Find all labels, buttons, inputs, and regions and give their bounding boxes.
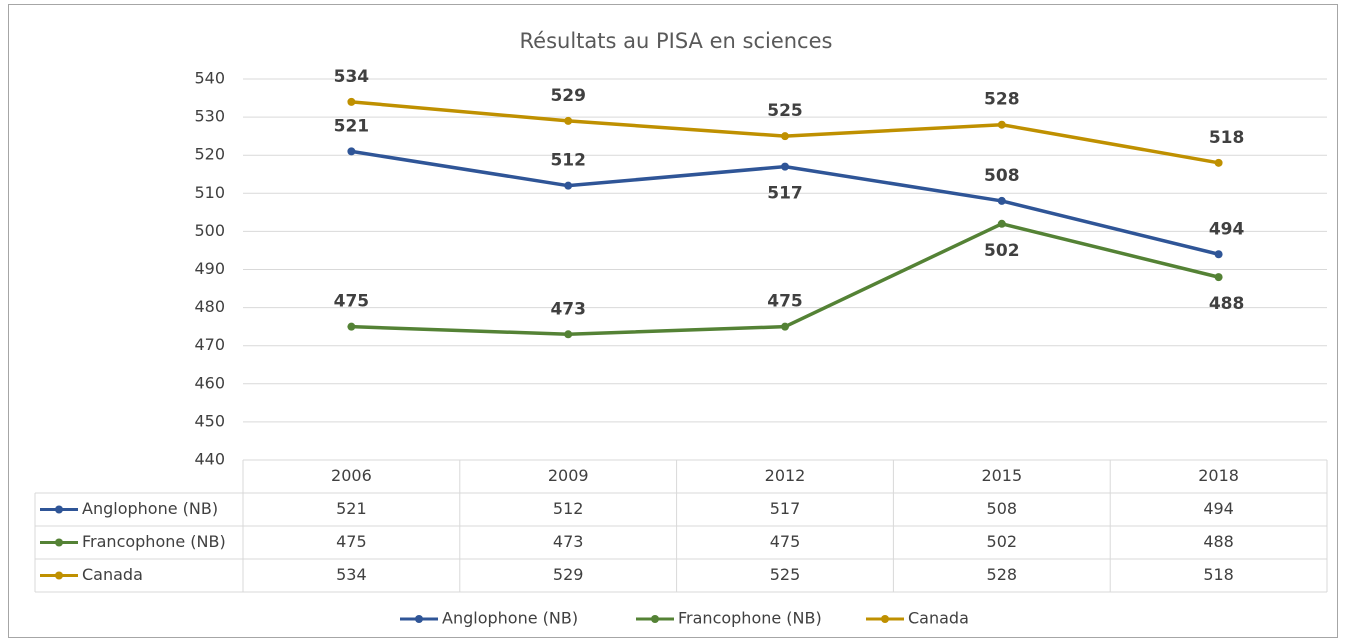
table-cell: 473 bbox=[553, 532, 584, 551]
table-cell: 528 bbox=[987, 565, 1018, 584]
point bbox=[781, 162, 789, 171]
point bbox=[1214, 158, 1223, 167]
data-label: 475 bbox=[767, 292, 803, 312]
point bbox=[1214, 250, 1223, 259]
table-legend-key bbox=[55, 538, 63, 547]
data-label: 512 bbox=[550, 151, 586, 171]
table-cell: 529 bbox=[553, 565, 584, 584]
point bbox=[1214, 273, 1223, 282]
table-cell: 488 bbox=[1203, 532, 1234, 551]
y-tick-label: 490 bbox=[194, 259, 225, 278]
table-cell: 494 bbox=[1203, 499, 1234, 518]
table-cell: 525 bbox=[770, 565, 801, 584]
data-label: 494 bbox=[1209, 219, 1245, 239]
data-label: 488 bbox=[1209, 294, 1245, 314]
data-label: 534 bbox=[334, 67, 370, 87]
point bbox=[564, 116, 573, 125]
point bbox=[997, 219, 1006, 228]
y-tick-label: 470 bbox=[194, 335, 225, 354]
table-cell: 521 bbox=[336, 499, 367, 518]
data-label: 475 bbox=[334, 292, 370, 312]
table-cell: 512 bbox=[553, 499, 584, 518]
point bbox=[781, 322, 789, 331]
y-tick-label: 440 bbox=[194, 450, 225, 469]
legend-label: Canada bbox=[908, 609, 969, 628]
legend-label: Anglophone (NB) bbox=[442, 609, 578, 628]
data-label: 502 bbox=[984, 241, 1020, 261]
point bbox=[564, 330, 573, 339]
table-row-label: Anglophone (NB) bbox=[82, 499, 218, 518]
x-tick-label: 2006 bbox=[331, 466, 372, 485]
y-tick-label: 450 bbox=[194, 411, 225, 430]
table-cell: 502 bbox=[987, 532, 1018, 551]
x-tick-label: 2009 bbox=[548, 466, 589, 485]
y-tick-label: 520 bbox=[194, 145, 225, 164]
data-label: 528 bbox=[984, 90, 1020, 110]
y-tick-label: 500 bbox=[194, 221, 225, 240]
data-label: 529 bbox=[550, 86, 586, 106]
table-legend-key bbox=[55, 505, 63, 514]
data-label: 525 bbox=[767, 101, 803, 121]
table-legend-key bbox=[55, 571, 63, 580]
y-tick-label: 510 bbox=[194, 183, 225, 202]
y-tick-label: 530 bbox=[194, 107, 225, 126]
table-cell: 534 bbox=[336, 565, 367, 584]
point bbox=[997, 196, 1006, 205]
legend-key bbox=[651, 615, 659, 623]
point bbox=[347, 322, 356, 331]
data-label: 473 bbox=[550, 299, 586, 319]
point bbox=[347, 147, 356, 156]
y-tick-label: 540 bbox=[194, 69, 225, 88]
table-row-label: Canada bbox=[82, 565, 143, 584]
legend-label: Francophone (NB) bbox=[678, 609, 822, 628]
chart-title: Résultats au PISA en sciences bbox=[520, 29, 833, 53]
y-tick-label: 460 bbox=[194, 373, 225, 392]
table-cell: 475 bbox=[336, 532, 367, 551]
data-label: 517 bbox=[767, 184, 803, 204]
table-cell: 517 bbox=[770, 499, 801, 518]
y-tick-label: 480 bbox=[194, 297, 225, 316]
data-label: 518 bbox=[1209, 128, 1245, 148]
table-cell: 475 bbox=[770, 532, 801, 551]
point bbox=[564, 181, 573, 190]
point bbox=[781, 132, 789, 141]
point bbox=[997, 120, 1006, 129]
x-tick-label: 2015 bbox=[981, 466, 1022, 485]
point bbox=[347, 97, 356, 106]
table-cell: 508 bbox=[987, 499, 1018, 518]
legend-key bbox=[881, 615, 889, 623]
table-cell: 518 bbox=[1203, 565, 1234, 584]
chart-border bbox=[8, 4, 1338, 638]
x-tick-label: 2018 bbox=[1198, 466, 1239, 485]
table-row-label: Francophone (NB) bbox=[82, 532, 226, 551]
data-label: 521 bbox=[334, 116, 370, 136]
legend-key bbox=[415, 615, 423, 623]
data-label: 508 bbox=[984, 166, 1020, 186]
x-tick-label: 2012 bbox=[765, 466, 806, 485]
